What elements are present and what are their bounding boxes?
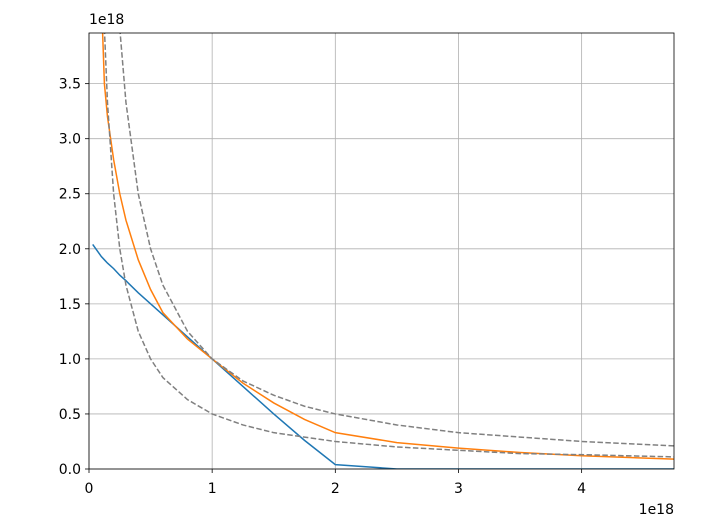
y-tick-label: 3.0 — [59, 132, 81, 148]
y-tick-label: 2.0 — [59, 242, 81, 258]
y-tick-label: 0.0 — [59, 462, 81, 478]
y-tick-label: 1.0 — [59, 352, 81, 368]
y-tick-label: 3.5 — [59, 77, 81, 93]
data-line — [119, 33, 674, 447]
x-tick-label: 1 — [208, 481, 217, 497]
data-line — [92, 243, 674, 469]
x-tick-label: 4 — [577, 481, 586, 497]
y-tick-label: 0.5 — [59, 407, 81, 423]
x-offset-text: 1e18 — [639, 502, 674, 518]
plot-lines — [92, 33, 674, 469]
plot-frame — [88, 32, 675, 470]
y-offset-text: 1e18 — [89, 12, 124, 28]
x-tick-label: 3 — [454, 481, 463, 497]
x-tick-label: 0 — [85, 481, 94, 497]
data-line — [101, 33, 674, 460]
y-tick-label: 2.5 — [59, 187, 81, 203]
data-line — [103, 33, 674, 458]
x-tick-label: 2 — [331, 481, 340, 497]
y-tick-label: 1.5 — [59, 297, 81, 313]
